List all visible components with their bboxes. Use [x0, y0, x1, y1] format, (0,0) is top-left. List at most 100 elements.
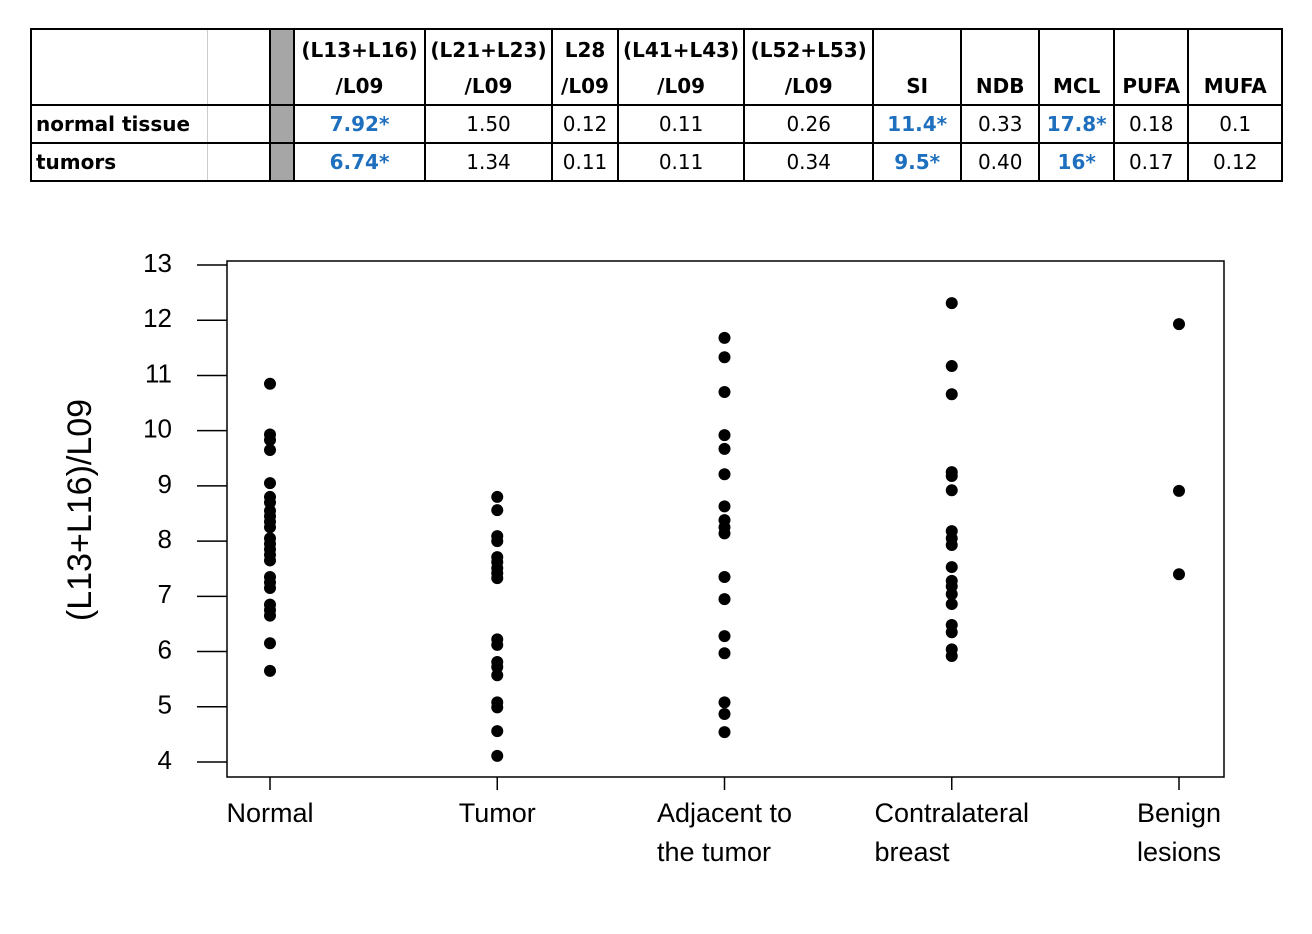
- point: [264, 637, 276, 650]
- point: [945, 561, 958, 574]
- table-cell: 1.34: [424, 142, 553, 182]
- point: [945, 469, 958, 482]
- y-tick-label: 12: [143, 303, 172, 333]
- table-cell: 16*: [1038, 142, 1116, 182]
- point: [264, 609, 276, 622]
- header-line: MCL: [1053, 74, 1101, 98]
- row-label: tumors: [30, 142, 208, 182]
- point: [491, 504, 504, 517]
- point: [1173, 318, 1185, 331]
- column-header: MCL: [1038, 28, 1116, 106]
- header-line: (L21+L23): [430, 38, 547, 62]
- point: [491, 638, 504, 651]
- point: [264, 443, 276, 456]
- table-cell: 1.50: [424, 104, 553, 144]
- table-row: normal tissue 7.92* 1.50 0.12 0.11 0.26 11.4* 0…: [30, 104, 1284, 144]
- point: [264, 521, 276, 534]
- table-cell: 6.74*: [293, 142, 426, 182]
- point: [718, 630, 731, 643]
- y-tick-label: 9: [158, 469, 172, 499]
- point: [718, 500, 731, 513]
- point: [491, 725, 504, 738]
- header-line: /L09: [464, 74, 513, 98]
- separator: [269, 104, 295, 144]
- blank-cell: [207, 142, 271, 182]
- point: [718, 647, 731, 660]
- point: [264, 496, 276, 509]
- separator: [269, 142, 295, 182]
- point: [264, 554, 276, 567]
- point: [264, 582, 276, 595]
- table-cell: 0.12: [551, 104, 619, 144]
- y-tick-label: 5: [158, 690, 172, 720]
- point: [945, 360, 958, 373]
- point: [718, 386, 731, 399]
- column-header: (L41+L43) /L09: [616, 28, 746, 106]
- point: [264, 477, 276, 490]
- point: [718, 468, 731, 481]
- point: [491, 535, 504, 548]
- table-cell: 0.18: [1113, 104, 1190, 144]
- point: [718, 707, 731, 720]
- table-cell: 11.4*: [872, 104, 963, 144]
- point: [1173, 484, 1185, 497]
- point: [491, 490, 504, 503]
- table-cell: 0.1: [1187, 104, 1284, 144]
- point: [945, 649, 958, 662]
- table-cell: 0.34: [743, 142, 875, 182]
- header-line: /L09: [784, 74, 833, 98]
- header-line: /L09: [335, 74, 384, 98]
- table-cell: 0.11: [616, 104, 746, 144]
- x-tick-label: Normal: [226, 798, 314, 828]
- x-tick-label: Benign lesions: [1136, 798, 1222, 867]
- point: [945, 538, 958, 551]
- header-line: /L09: [657, 74, 706, 98]
- y-tick-label: 8: [158, 524, 172, 554]
- table-cell: 0.11: [616, 142, 746, 182]
- point: [718, 429, 731, 442]
- header-line: (L52+L53): [750, 38, 867, 62]
- point: [945, 297, 958, 310]
- point: [945, 484, 958, 497]
- column-header: (L52+L53) /L09: [743, 28, 875, 106]
- y-tick-label: 11: [145, 358, 172, 388]
- point: [945, 626, 958, 639]
- header-line: SI: [906, 74, 929, 98]
- blank-cell: [30, 28, 208, 106]
- plot-frame: [226, 260, 1225, 778]
- header-line: MUFA: [1203, 74, 1267, 98]
- y-tick-label: 7: [158, 579, 172, 609]
- separator: [269, 28, 295, 106]
- point: [945, 588, 958, 601]
- point: [945, 598, 958, 611]
- point: [718, 571, 731, 584]
- column-header: (L21+L23) /L09: [424, 28, 553, 106]
- table-cell: 9.5*: [872, 142, 963, 182]
- header-line: L28: [564, 38, 606, 62]
- column-header: (L13+L16) /L09: [293, 28, 426, 106]
- y-tick-label: 13: [143, 248, 172, 278]
- point: [945, 388, 958, 401]
- y-tick-label: 10: [143, 414, 172, 444]
- point: [718, 726, 731, 739]
- header-row: (L13+L16)/L09 (L21+L23)/L09 L28/L09 (L41+L4…: [30, 28, 1284, 106]
- table-cell: 0.33: [960, 104, 1041, 144]
- point: [491, 669, 504, 682]
- point: [718, 593, 731, 606]
- table-cell: 0.26: [743, 104, 875, 144]
- table-row: tumors 6.74* 1.34 0.11 0.11 0.34 9.5* 0.40 16* 0.…: [30, 142, 1284, 182]
- blank-cell: [207, 104, 271, 144]
- header-line: /L09: [561, 74, 609, 98]
- column-header: PUFA: [1113, 28, 1190, 106]
- column-header: L28/L09: [551, 28, 619, 106]
- table-cell: 0.40: [960, 142, 1041, 182]
- blank-cell: [207, 28, 271, 106]
- point: [264, 434, 276, 447]
- header-line: NDB: [975, 74, 1025, 98]
- point: [718, 527, 731, 540]
- header-line: (L13+L16): [301, 38, 418, 62]
- table-cell: 17.8*: [1038, 104, 1116, 144]
- table-cell: 0.12: [1187, 142, 1284, 182]
